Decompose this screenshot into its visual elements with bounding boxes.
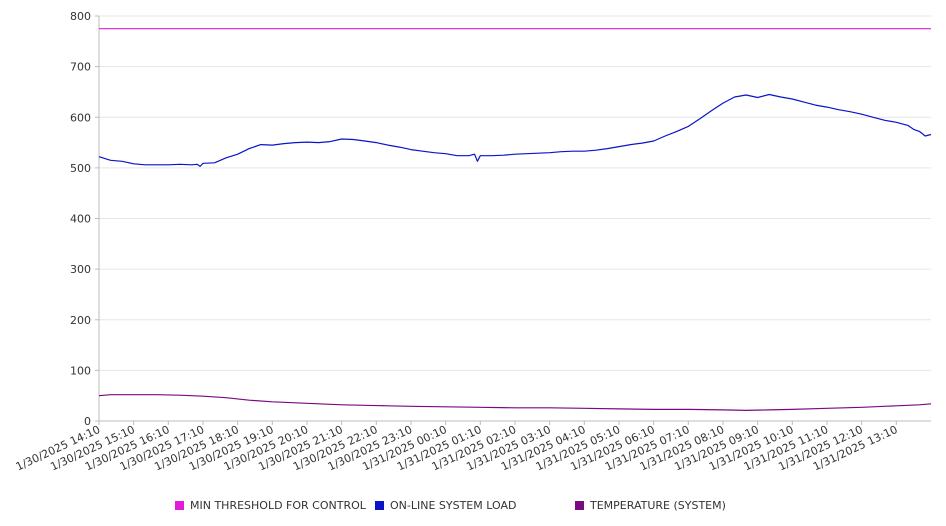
y-tick-label: 700 bbox=[70, 61, 91, 74]
legend-swatch-system-load bbox=[375, 501, 384, 510]
y-tick-label: 500 bbox=[70, 162, 91, 175]
y-tick-label: 0 bbox=[84, 415, 91, 428]
legend-item-min-threshold[interactable]: MIN THRESHOLD FOR CONTROL bbox=[175, 499, 366, 512]
legend-label-min-threshold: MIN THRESHOLD FOR CONTROL bbox=[190, 499, 366, 512]
y-tick-label: 800 bbox=[70, 10, 91, 23]
legend-label-system-load: ON-LINE SYSTEM LOAD bbox=[390, 499, 517, 512]
y-tick-label: 600 bbox=[70, 111, 91, 124]
grid bbox=[99, 15, 931, 371]
legend: MIN THRESHOLD FOR CONTROL ON-LINE SYSTEM… bbox=[0, 499, 946, 515]
series-lines bbox=[98, 28, 932, 411]
legend-label-temperature: TEMPERATURE (SYSTEM) bbox=[590, 499, 726, 512]
series-line-system-load bbox=[98, 93, 932, 167]
legend-swatch-temperature bbox=[575, 501, 584, 510]
y-tick-label: 400 bbox=[70, 213, 91, 226]
legend-swatch-min-threshold bbox=[175, 501, 184, 510]
legend-item-temperature[interactable]: TEMPERATURE (SYSTEM) bbox=[575, 499, 726, 512]
legend-item-system-load[interactable]: ON-LINE SYSTEM LOAD bbox=[375, 499, 516, 512]
y-tick-label: 300 bbox=[70, 263, 91, 276]
series-line-temperature bbox=[98, 394, 932, 411]
y-tick-label: 200 bbox=[70, 314, 91, 327]
y-axis-tick-labels: 0 100 200 300 400 500 600 700 800 bbox=[70, 10, 91, 428]
x-axis-tick-labels: 1/30/2025 14:101/30/2025 15:101/30/2025 … bbox=[14, 423, 900, 473]
axes bbox=[95, 15, 931, 425]
y-tick-label: 100 bbox=[70, 364, 91, 377]
